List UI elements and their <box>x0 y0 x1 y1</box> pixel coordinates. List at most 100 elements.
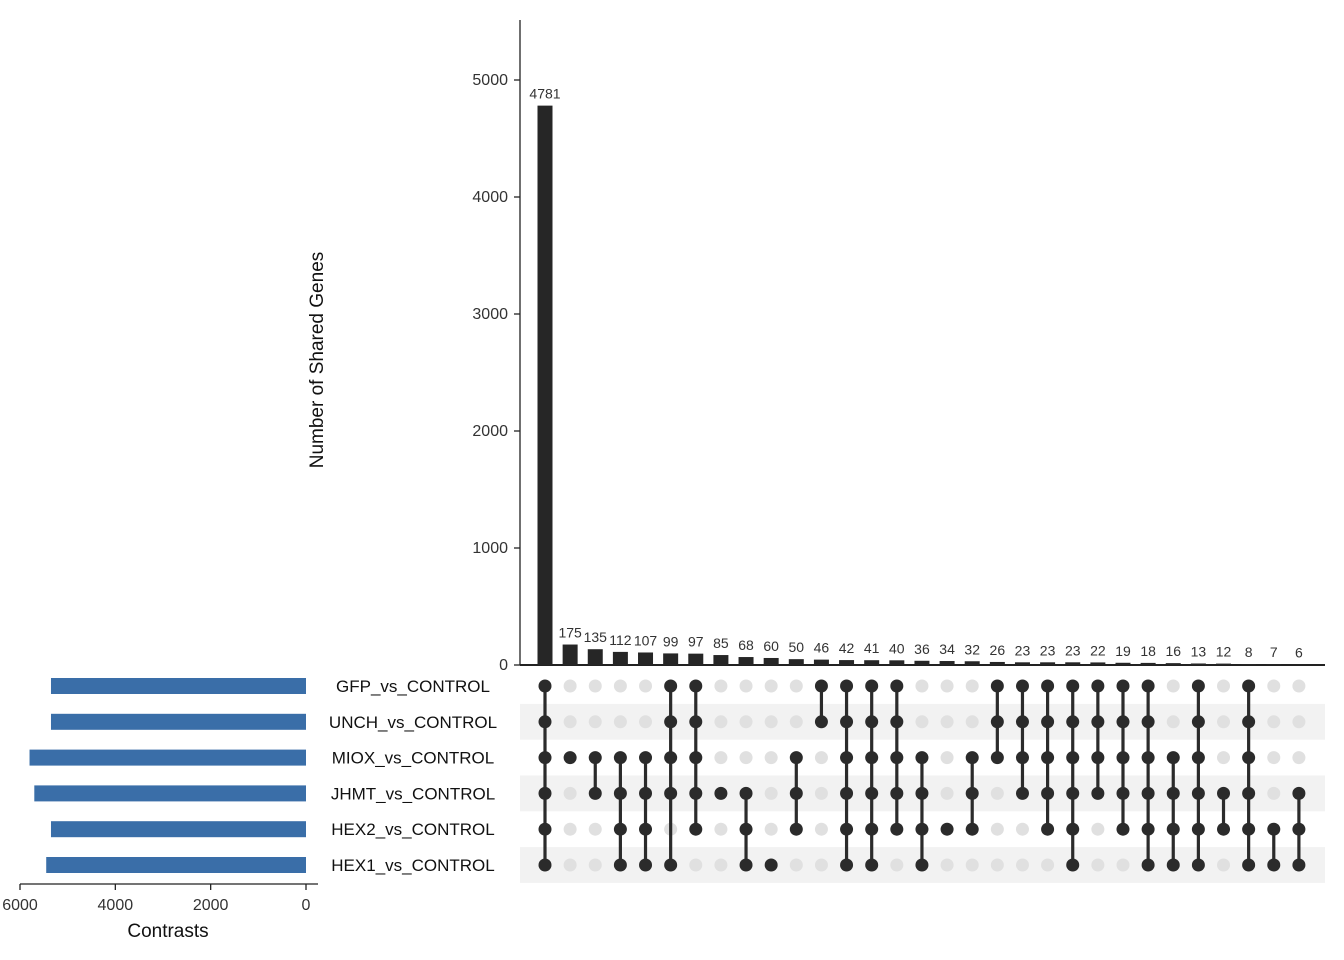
matrix-dot-active <box>1191 751 1205 765</box>
matrix-dot-active <box>990 679 1004 693</box>
matrix-dot-active <box>689 786 703 800</box>
matrix-dot-active <box>1166 751 1180 765</box>
matrix-dot-active <box>1141 786 1155 800</box>
matrix-dot-active <box>840 786 854 800</box>
matrix-dot-inactive <box>563 858 577 872</box>
intersection-bar-label: 23 <box>1040 642 1056 658</box>
matrix-dot-inactive <box>764 786 778 800</box>
matrix-dot-active <box>1191 679 1205 693</box>
intersection-bar-label: 36 <box>914 641 930 657</box>
matrix-dot-active <box>1091 715 1105 729</box>
matrix-dot-active <box>664 751 678 765</box>
matrix-dot-inactive <box>915 715 929 729</box>
matrix-dot-active <box>1091 786 1105 800</box>
matrix-dot-inactive <box>588 679 602 693</box>
matrix-dot-inactive <box>940 751 954 765</box>
intersection-bar-label: 68 <box>738 637 754 653</box>
matrix-dot-active <box>538 715 552 729</box>
y-tick-label: 5000 <box>472 72 508 89</box>
matrix-dot-active <box>613 858 627 872</box>
matrix-dot-active <box>1242 786 1256 800</box>
intersection-bar-label: 19 <box>1115 643 1131 659</box>
intersection-bar-label: 107 <box>634 632 658 648</box>
set-size-tick-label: 6000 <box>2 897 38 914</box>
matrix-dot-inactive <box>739 679 753 693</box>
intersection-bar <box>1291 664 1307 665</box>
matrix-dot-inactive <box>990 786 1004 800</box>
matrix-dot-active <box>814 715 828 729</box>
matrix-dot-active <box>789 751 803 765</box>
matrix-dot-inactive <box>1292 679 1306 693</box>
intersection-bar-label: 42 <box>839 640 855 656</box>
matrix-dot-active <box>689 751 703 765</box>
matrix-dot-inactive <box>1292 715 1306 729</box>
intersection-bar <box>1165 663 1181 665</box>
matrix-dot-inactive <box>1267 751 1281 765</box>
matrix-dot-active <box>840 822 854 836</box>
set-size-tick-label: 0 <box>302 897 311 914</box>
matrix-dot-inactive <box>1267 715 1281 729</box>
matrix-dot-active <box>1015 679 1029 693</box>
matrix-dot-active <box>890 822 904 836</box>
matrix-dot-active <box>1116 715 1130 729</box>
set-size-bar <box>50 821 306 838</box>
matrix-dot-inactive <box>814 858 828 872</box>
matrix-dot-inactive <box>639 715 653 729</box>
matrix-dot-inactive <box>890 858 904 872</box>
matrix-dot-inactive <box>1267 679 1281 693</box>
matrix-dot-active <box>1116 751 1130 765</box>
matrix-dot-active <box>538 858 552 872</box>
matrix-dot-active <box>1292 822 1306 836</box>
set-size-bar <box>50 713 306 730</box>
set-size-bar <box>50 678 306 694</box>
matrix-dot-active <box>840 679 854 693</box>
matrix-dot-inactive <box>563 822 577 836</box>
matrix-dot-active <box>814 679 828 693</box>
matrix-dot-active <box>588 751 602 765</box>
matrix-dot-active <box>865 786 879 800</box>
intersection-bar <box>562 644 578 665</box>
matrix-dot-active <box>865 715 879 729</box>
intersection-bar <box>587 649 603 665</box>
matrix-dot-active <box>538 751 552 765</box>
matrix-dot-active <box>639 822 653 836</box>
matrix-dot-active <box>1141 679 1155 693</box>
matrix-dot-active <box>1041 786 1055 800</box>
intersection-bar <box>964 661 980 665</box>
y-tick-label: 3000 <box>472 306 508 323</box>
matrix-dot-inactive <box>739 715 753 729</box>
matrix-dot-inactive <box>588 858 602 872</box>
matrix-dot-active <box>1066 715 1080 729</box>
set-label: JHMT_vs_CONTROL <box>331 784 495 803</box>
matrix-dot-active <box>689 715 703 729</box>
intersection-bar <box>1090 662 1106 665</box>
matrix-dot-active <box>613 786 627 800</box>
y-tick-label: 4000 <box>472 189 508 206</box>
matrix-dot-active <box>739 858 753 872</box>
matrix-dot-active <box>1041 751 1055 765</box>
matrix-dot-inactive <box>739 751 753 765</box>
matrix-dot-active <box>664 786 678 800</box>
intersection-bar-label: 7 <box>1270 644 1278 660</box>
intersection-bar <box>1266 664 1282 665</box>
matrix-dot-active <box>890 679 904 693</box>
intersection-bar-label: 32 <box>964 641 980 657</box>
intersection-bar <box>989 661 1005 665</box>
matrix-dot-active <box>965 751 979 765</box>
set-label: GFP_vs_CONTROL <box>336 677 490 696</box>
set-size-tick-label: 4000 <box>98 897 134 914</box>
matrix-dot-inactive <box>1217 858 1231 872</box>
matrix-dot-active <box>940 822 954 836</box>
matrix-dot-active <box>613 822 627 836</box>
matrix-dot-inactive <box>639 679 653 693</box>
matrix-dot-inactive <box>714 751 728 765</box>
intersection-bar-label: 175 <box>558 625 582 641</box>
matrix-dot-active <box>1141 751 1155 765</box>
intersection-bar <box>713 655 729 665</box>
matrix-dot-active <box>664 858 678 872</box>
matrix-dot-active <box>613 751 627 765</box>
intersection-bar-label: 22 <box>1090 642 1106 658</box>
matrix-dot-inactive <box>940 858 954 872</box>
intersection-bar <box>738 657 754 665</box>
